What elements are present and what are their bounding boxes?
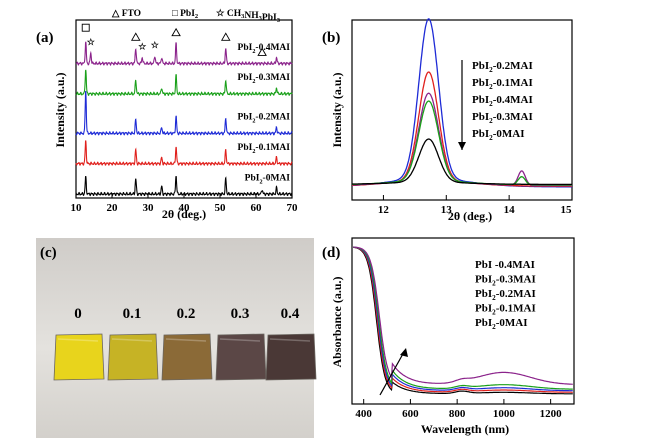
absorbance-x-tick-label: 1000 xyxy=(493,408,516,420)
marker-legend-item: △ FTO xyxy=(111,9,141,19)
xrd-x-axis-label: 2θ (deg.) xyxy=(162,207,206,221)
panel-d-label: (d) xyxy=(322,245,340,261)
perovskite-marker: ☆ xyxy=(151,40,160,50)
xrd-series-line xyxy=(75,140,293,167)
xrd-zoom-legend-item: PbI2-0.3MAI xyxy=(472,111,533,125)
xrd-zoom-legend-item: PbI2-0MAI xyxy=(472,128,524,142)
absorbance-series-line xyxy=(353,246,573,392)
xrd-series-label: PbI2-0MAI xyxy=(245,173,291,185)
xrd-zoom-legend-item: PbI2-0.2MAI xyxy=(472,60,533,74)
film-reflection xyxy=(111,338,153,342)
film-reflection xyxy=(269,338,311,342)
xrd-zoom-curves xyxy=(351,18,572,188)
xrd-zoom-x-tick-label: 13 xyxy=(441,204,453,216)
xrd-zoom-x-ticks: 12 13 14 15 xyxy=(378,195,573,216)
sample-film xyxy=(107,333,159,381)
fto-marker xyxy=(130,32,141,41)
absorbance-trend-line xyxy=(379,351,405,396)
fto-marker xyxy=(171,27,181,37)
film-reflection xyxy=(57,338,99,342)
absorbance-legend-item: PbI2-0.3MAI xyxy=(475,274,536,288)
absorbance-x-tick-label: 400 xyxy=(355,408,372,420)
xrd-series-line xyxy=(75,69,293,97)
xrd-x-tick-label: 50 xyxy=(215,202,227,214)
absorbance-legend-item: PbI2-0MAI xyxy=(475,317,527,331)
absorbance-x-tick-label: 800 xyxy=(449,408,466,420)
absorbance-x-tick-label: 1200 xyxy=(540,408,563,420)
sample-film xyxy=(53,333,105,381)
xrd-zoom-panel: (b) 12 13 14 15 PbI2-0.2MAIPbI2-0.1MAIPbI2-… xyxy=(322,18,573,223)
perovskite-marker: ☆ xyxy=(87,37,96,47)
xrd-series-label: PbI2-0.1MAI xyxy=(238,143,291,155)
xrd-zoom-legend: PbI2-0.2MAI PbI2-0.1MAI PbI2-0.4MAI PbI2-0.… xyxy=(472,60,533,142)
panel-a-label: (a) xyxy=(36,30,54,46)
xrd-zoom-frame xyxy=(351,19,573,201)
xrd-zoom-x-axis-label: 2θ (deg.) xyxy=(448,209,492,223)
absorbance-curves xyxy=(353,246,573,395)
sample-label: 0.3 xyxy=(231,306,250,322)
absorbance-x-axis-label: Wavelength (nm) xyxy=(421,422,509,436)
panel-b-label: (b) xyxy=(322,30,340,46)
absorbance-series-line xyxy=(353,246,573,390)
xrd-zoom-arrow-head xyxy=(458,142,466,150)
sample-label: 0.4 xyxy=(281,306,300,322)
sample-film xyxy=(161,333,213,381)
perovskite-marker: ☆ xyxy=(138,41,147,51)
sample-label: 0 xyxy=(74,306,82,322)
absorbance-x-ticks: 400 600 800 1000 1200 xyxy=(355,399,562,420)
sample-labels: 0 0.1 0.2 0.3 0.4 xyxy=(74,306,300,322)
xrd-x-tick-label: 70 xyxy=(287,202,299,214)
absorbance-panel: (d) 400 600 800 1000 1200 PbI -0.4MAI PbI2-0.… xyxy=(322,237,575,436)
absorbance-arrow-head xyxy=(400,348,408,357)
xrd-series-label: PbI2-0.3MAI xyxy=(238,73,291,85)
xrd-zoom-legend-item: PbI2-0.1MAI xyxy=(472,77,533,91)
xrd-marker-legend: △ FTO □ PbI2 ☆ CH3NH3PbI3 xyxy=(111,8,281,24)
xrd-x-tick-label: 40 xyxy=(179,202,191,214)
xrd-zoom-series-line xyxy=(351,138,572,186)
xrd-x-tick-label: 10 xyxy=(71,202,83,214)
absorbance-y-axis-label: Absorbance (a.u.) xyxy=(330,276,344,367)
xrd-series-line xyxy=(75,41,293,67)
xrd-series-label: PbI2-0.4MAI xyxy=(238,43,291,55)
xrd-peak-markers: ☆ ☆ ☆ xyxy=(81,23,267,56)
xrd-x-tick-label: 30 xyxy=(143,202,155,214)
absorbance-x-tick-label: 600 xyxy=(402,408,419,420)
fto-marker xyxy=(220,32,231,41)
pbi2-marker xyxy=(81,23,90,32)
absorbance-legend: PbI -0.4MAI PbI2-0.3MAIPbI2-0.2MAIPbI2-0.… xyxy=(475,259,536,331)
panel-c-label: (c) xyxy=(40,245,57,261)
absorbance-legend-item: PbI -0.4MAI xyxy=(475,259,535,271)
absorbance-series-line xyxy=(353,246,573,385)
sample-photo-panel: (c) 0 0.1 0.2 0.3 0.4 xyxy=(36,238,317,438)
fto-marker xyxy=(257,47,267,56)
marker-legend-item: ☆ CH3NH3PbI3 xyxy=(216,8,281,24)
xrd-panel: (a) 10 20 30 40 50 60 70 PbI2-0MAIPbI2-0.1MAIP… xyxy=(36,8,298,221)
absorbance-series-line xyxy=(353,246,573,395)
xrd-zoom-x-tick-label: 14 xyxy=(504,204,516,216)
xrd-x-tick-label: 60 xyxy=(251,202,263,214)
absorbance-legend-item: PbI2-0.2MAI xyxy=(475,288,536,302)
xrd-zoom-x-tick-label: 15 xyxy=(561,204,573,216)
absorbance-frame xyxy=(351,237,575,405)
xrd-zoom-legend-item: PbI2-0.4MAI xyxy=(472,94,533,108)
xrd-zoom-y-axis-label: Intensity (a.u.) xyxy=(330,72,344,147)
film-reflection xyxy=(219,338,261,342)
xrd-y-axis-label: Intensity (a.u.) xyxy=(53,72,67,147)
sample-film xyxy=(265,333,317,381)
sample-label: 0.2 xyxy=(177,306,196,322)
absorbance-legend-item: PbI2-0.1MAI xyxy=(475,303,536,317)
xrd-x-ticks: 10 20 30 40 50 60 70 xyxy=(71,193,299,214)
marker-legend-item: □ PbI2 xyxy=(172,9,198,20)
xrd-zoom-x-tick-label: 12 xyxy=(378,204,390,216)
film-reflection xyxy=(165,338,207,342)
sample-films xyxy=(53,333,317,381)
xrd-series-line xyxy=(75,91,293,136)
xrd-series-label: PbI2-0.2MAI xyxy=(238,113,291,125)
xrd-series-labels: PbI2-0MAI PbI2-0.1MAI PbI2-0.2MAI PbI2-0.3M… xyxy=(238,43,291,186)
absorbance-series-line xyxy=(353,246,573,393)
xrd-x-tick-label: 20 xyxy=(107,202,119,214)
sample-label: 0.1 xyxy=(123,306,142,322)
